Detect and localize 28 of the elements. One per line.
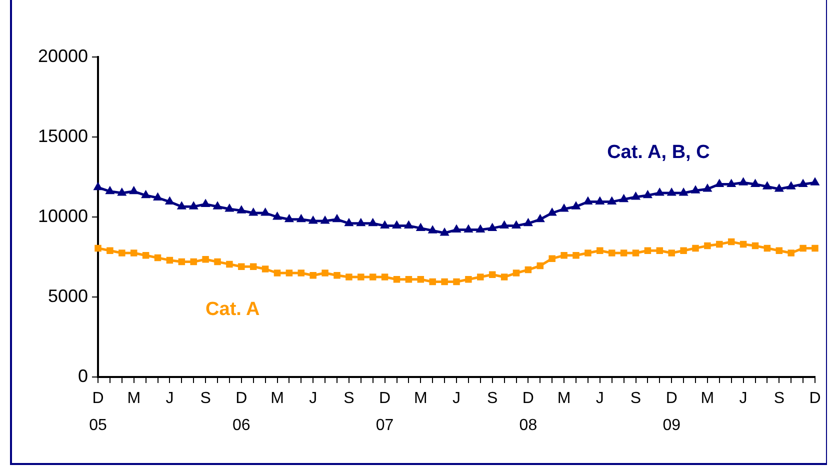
x-tick-label: S [487, 390, 498, 408]
y-tick-label: 15000 [38, 126, 88, 146]
x-tick-label: D 06 [232, 390, 250, 434]
x-tick-label: D [809, 390, 821, 408]
y-tick-label: 0 [78, 366, 88, 386]
x-tick-label: J [452, 390, 460, 408]
x-tick-label: M [557, 390, 571, 408]
y-tick-label: 20000 [38, 46, 88, 66]
y-tick-label: 10000 [38, 206, 88, 226]
x-tick-label: J [309, 390, 318, 408]
series-label: Cat. A, B, C [607, 142, 710, 164]
x-tick-label: S [344, 390, 354, 408]
x-tick-label: S [630, 390, 642, 408]
x-tick-label: S [774, 390, 784, 408]
x-tick-label: M [700, 390, 714, 408]
x-tick-label: J [166, 390, 174, 408]
x-tick-label: D 07 [376, 390, 394, 434]
x-tick-label: D 05 [89, 390, 107, 434]
x-tick-label: M [127, 390, 141, 408]
x-tick-label: D 09 [662, 390, 681, 434]
x-tick-label: D 08 [519, 390, 538, 434]
y-tick-label: 5000 [48, 286, 88, 306]
x-tick-label: M [270, 390, 284, 408]
x-tick-label: S [200, 390, 211, 408]
x-tick-label: J [739, 390, 748, 408]
x-tick-label: J [596, 390, 604, 408]
series-label: Cat. A [206, 299, 260, 320]
x-tick-label: M [414, 390, 428, 408]
